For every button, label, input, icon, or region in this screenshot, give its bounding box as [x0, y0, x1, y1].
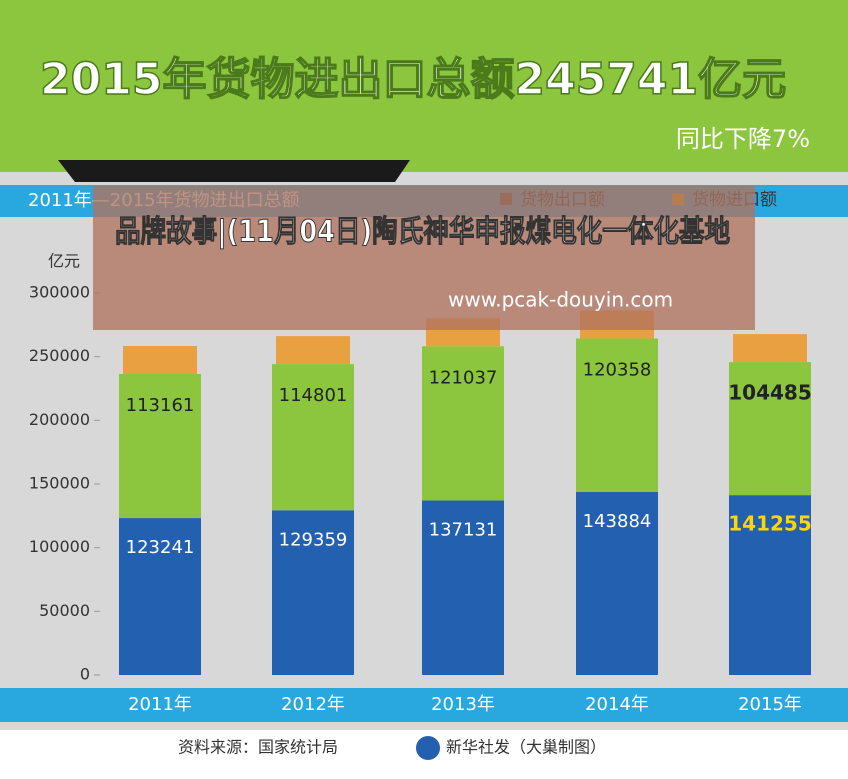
value-label: 121037 [429, 367, 498, 388]
bar-segment [119, 373, 201, 519]
value-label: 129359 [279, 529, 348, 550]
ship [58, 160, 410, 182]
value-label: 120358 [583, 360, 652, 381]
value-label: 137131 [429, 519, 498, 540]
value-label: 113161 [126, 395, 195, 416]
overlay-box [93, 186, 755, 330]
bar-segment [119, 518, 201, 675]
y-tick-label: 0 [80, 665, 90, 684]
y-tick-label: 300000 [29, 283, 90, 302]
bar-segment [422, 346, 504, 501]
plot: 0 50000 100000 150000 200000 250000 300000 1232… [29, 190, 812, 684]
logo [416, 736, 440, 760]
value-label: 143884 [583, 511, 652, 532]
coin-stack [123, 345, 197, 374]
y-tick-label: 250000 [29, 346, 90, 365]
overlay-text: 品牌故事|(11月04日)陶氏神华申报煤电化一体化基地 [115, 215, 730, 250]
x-axis-strip [0, 688, 848, 722]
y-tick-label: 200000 [29, 410, 90, 429]
x-tick-label: 2014年 [585, 694, 649, 715]
value-label: 141255 [728, 512, 812, 536]
title: 2015年货物进出口总额245741亿元 [40, 54, 786, 105]
bar-segment [729, 495, 811, 675]
y-tick-label: 50000 [39, 601, 90, 620]
value-label: 104485 [728, 381, 812, 405]
value-label: 114801 [279, 385, 348, 406]
coin-stack [733, 334, 807, 363]
y-tick-label: 100000 [29, 537, 90, 556]
subtitle: 同比下降7% [676, 125, 810, 153]
bar-segment [576, 338, 658, 492]
bar-segment [272, 510, 354, 675]
x-tick-label: 2011年 [128, 694, 192, 715]
x-tick-label: 2015年 [738, 694, 802, 715]
bar-segment [272, 364, 354, 511]
overlay-url: www.pcak-douyin.com [448, 288, 673, 312]
bar-segment [576, 491, 658, 675]
y-axis-label: 亿元 [48, 252, 80, 271]
x-tick-label: 2013年 [431, 694, 495, 715]
value-label: 123241 [126, 537, 195, 558]
bar-segment [422, 500, 504, 675]
credit: 新华社发（大巢制图） [446, 738, 606, 757]
banner [0, 0, 848, 172]
y-tick-label: 150000 [29, 474, 90, 493]
coin-stack [276, 336, 350, 365]
x-tick-label: 2012年 [281, 694, 345, 715]
source: 资料来源：国家统计局 [178, 738, 338, 757]
bar-segment [729, 362, 811, 496]
